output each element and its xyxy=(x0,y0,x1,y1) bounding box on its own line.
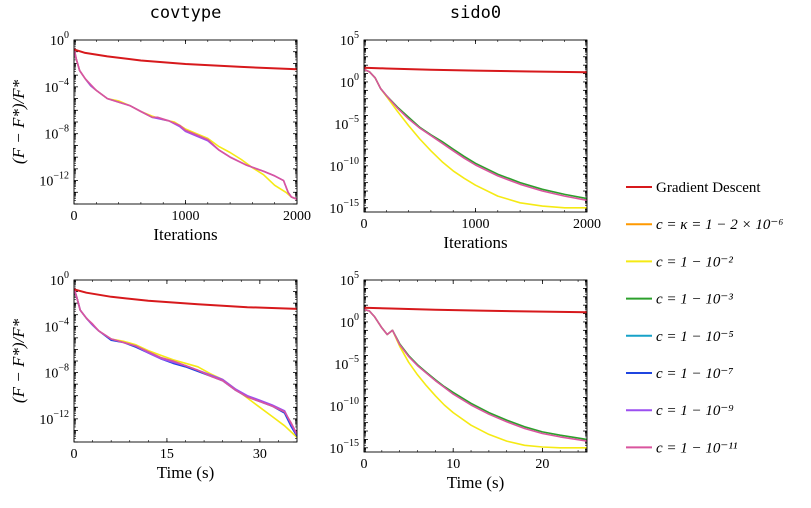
legend-label: c = κ = 1 − 2 × 10⁻⁶ xyxy=(656,217,783,233)
x-tick-label: 15 xyxy=(160,447,174,462)
legend-entry-c7: c = 1 − 10⁻⁷ xyxy=(626,366,734,382)
series-line-gd xyxy=(364,306,587,314)
x-tick-label: 0 xyxy=(71,447,78,462)
y-tick-label: 10−12 xyxy=(39,171,69,190)
x-axis-label: Time (s) xyxy=(157,463,214,482)
y-axis-label: (F − F*)/F* xyxy=(9,318,28,403)
series-line-c11 xyxy=(364,308,587,442)
x-tick-label: 30 xyxy=(253,447,267,462)
legend-entry-c2: c = 1 − 10⁻² xyxy=(626,254,733,270)
series-line-c9 xyxy=(74,287,297,436)
x-tick-label: 10 xyxy=(446,457,460,472)
y-tick-label: 10−10 xyxy=(329,156,359,175)
y-tick-label: 10−4 xyxy=(44,77,69,96)
legend-entry-kappa: c = κ = 1 − 2 × 10⁻⁶ xyxy=(626,217,783,233)
y-tick-label: 100 xyxy=(50,30,69,49)
legend-entry-c5: c = 1 − 10⁻⁵ xyxy=(626,329,734,345)
series-line-gd xyxy=(364,66,587,74)
axes-frame xyxy=(73,39,298,205)
series-line-c3 xyxy=(364,68,587,200)
series-line-c11 xyxy=(364,68,587,202)
x-axis-label: Iterations xyxy=(153,225,217,244)
panel-title: covtype xyxy=(150,3,222,23)
x-tick-label: 0 xyxy=(361,217,368,232)
legend-entry-gd: Gradient Descent xyxy=(626,180,761,196)
series-line-c11 xyxy=(74,287,297,435)
y-tick-label: 10−12 xyxy=(39,409,69,428)
series-line-c2 xyxy=(364,308,587,449)
panel-sido0-iterations: 0 1000 2000 105 100 10−5 10−10 10−15 sido0 Iterat… xyxy=(329,3,601,252)
y-tick-label: 100 xyxy=(340,72,359,91)
series-line-c3 xyxy=(364,308,587,441)
series-line-gd xyxy=(74,48,297,71)
panel-covtype-time: 0 15 30 100 10−4 10−8 10−12 Time (s) xyxy=(39,270,298,482)
y-tick-label: 10−5 xyxy=(334,114,359,133)
legend-entry-c11: c = 1 − 10⁻¹¹ xyxy=(626,440,738,456)
y-tick-label: 10−15 xyxy=(329,198,359,217)
x-tick-label: 2000 xyxy=(283,209,311,224)
series-line-gd xyxy=(74,288,297,310)
x-tick-label: 0 xyxy=(361,457,368,472)
x-axis-label: Iterations xyxy=(443,233,507,252)
axes-frame xyxy=(363,279,588,453)
legend-label: c = 1 − 10⁻⁷ xyxy=(656,366,734,382)
panel-sido0-time: 0 10 20 105 100 10−5 10−10 10−15 Time (s) xyxy=(329,270,588,492)
panel-covtype-iterations: 0 1000 2000 100 10−4 10−8 10−12 covtype Iteratio… xyxy=(39,3,311,244)
legend-entry-c9: c = 1 − 10⁻⁹ xyxy=(626,403,734,419)
y-tick-label: 105 xyxy=(340,270,359,289)
legend: Gradient Descent c = κ = 1 − 2 × 10⁻⁶ c = … xyxy=(626,180,783,456)
legend-label: Gradient Descent xyxy=(656,180,761,196)
legend-label: c = 1 − 10⁻² xyxy=(656,254,733,270)
x-tick-label: 2000 xyxy=(573,217,601,232)
y-tick-label: 10−15 xyxy=(329,438,359,457)
legend-label: c = 1 − 10⁻¹¹ xyxy=(656,440,738,456)
legend-entry-c3: c = 1 − 10⁻³ xyxy=(626,292,733,308)
series-line-c9 xyxy=(74,48,297,201)
y-tick-label: 10−10 xyxy=(329,396,359,415)
y-tick-label: 10−4 xyxy=(44,316,69,335)
series-line-c2 xyxy=(74,48,297,201)
axes-frame xyxy=(73,279,298,443)
series-line-c11 xyxy=(74,48,297,201)
panel-title: sido0 xyxy=(450,3,501,23)
y-tick-label: 10−5 xyxy=(334,354,359,373)
y-tick-label: 105 xyxy=(340,30,359,49)
y-axis-label: (F − F*)/F* xyxy=(9,79,28,164)
axes-frame xyxy=(363,39,588,213)
series-line-c7 xyxy=(74,287,297,437)
y-tick-label: 100 xyxy=(50,270,69,289)
y-tick-label: 100 xyxy=(340,312,359,331)
series-line-c2 xyxy=(364,68,587,209)
legend-label: c = 1 − 10⁻⁹ xyxy=(656,403,734,419)
x-tick-label: 1000 xyxy=(462,217,490,232)
series-line-c2 xyxy=(74,287,297,438)
legend-label: c = 1 − 10⁻³ xyxy=(656,292,733,308)
x-tick-label: 20 xyxy=(535,457,549,472)
x-tick-label: 0 xyxy=(71,209,78,224)
legend-label: c = 1 − 10⁻⁵ xyxy=(656,329,734,345)
y-tick-label: 10−8 xyxy=(44,363,69,382)
x-tick-label: 1000 xyxy=(172,209,200,224)
y-tick-label: 10−8 xyxy=(44,124,69,143)
x-axis-label: Time (s) xyxy=(447,473,504,492)
